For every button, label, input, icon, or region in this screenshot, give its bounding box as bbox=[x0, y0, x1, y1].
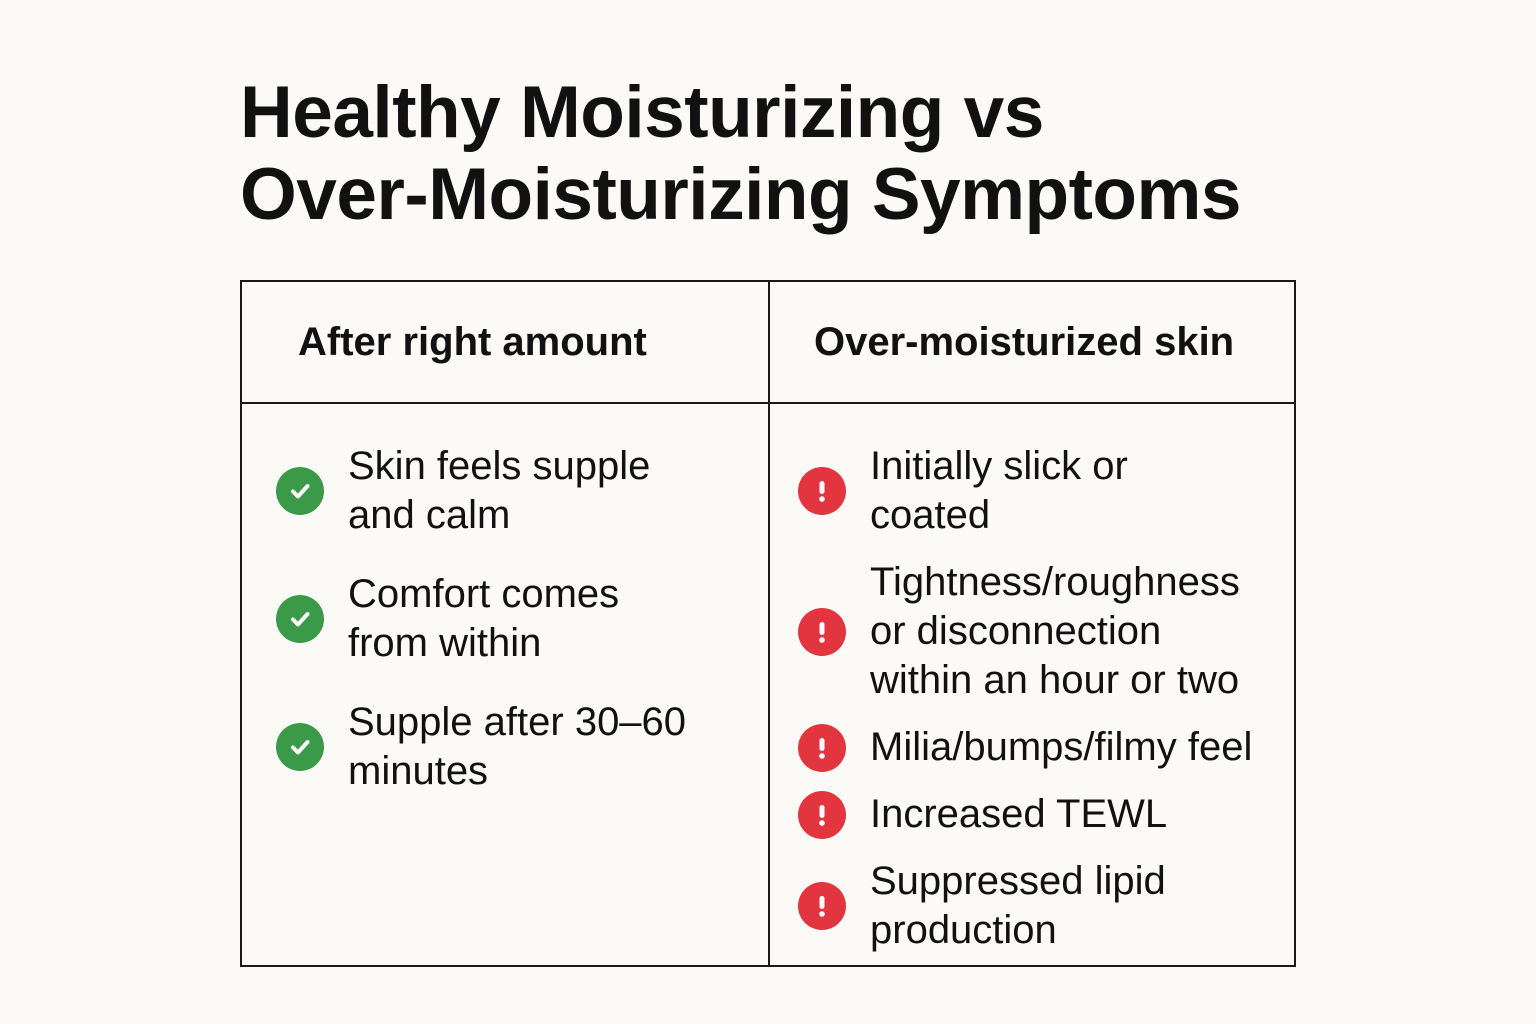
healthy-symptoms-list: Skin feels supple and calm Comfort comes… bbox=[276, 442, 746, 826]
title-line-2: Over-Moisturizing Symptoms bbox=[240, 154, 1242, 235]
over-moisturized-symptoms-list: Initially slick or coated Tightness/roug… bbox=[798, 442, 1288, 973]
list-item: Increased TEWL bbox=[798, 790, 1288, 839]
header-right-amount: After right amount bbox=[298, 320, 647, 364]
column-divider bbox=[768, 282, 770, 965]
item-text: Suppressed lipid production bbox=[870, 859, 1166, 952]
check-circle-icon bbox=[276, 723, 324, 771]
title-line-1: Healthy Moisturizing vs bbox=[240, 72, 1044, 153]
item-text: Milia/bumps/filmy feel bbox=[870, 725, 1253, 769]
check-circle-icon bbox=[276, 595, 324, 643]
list-item: Supple after 30–60 minutes bbox=[276, 698, 746, 796]
check-circle-icon bbox=[276, 467, 324, 515]
page-title: Healthy Moisturizing vs Over-Moisturizin… bbox=[240, 72, 1440, 236]
list-item: Suppressed lipid production bbox=[798, 857, 1288, 955]
list-item: Comfort comes from within bbox=[276, 570, 746, 668]
list-item: Milia/bumps/filmy feel bbox=[798, 723, 1288, 772]
exclamation-circle-icon bbox=[798, 723, 846, 772]
exclamation-circle-icon bbox=[798, 882, 846, 930]
item-text: Tightness/roughness or disconnection wit… bbox=[870, 560, 1240, 702]
exclamation-circle-icon bbox=[798, 790, 846, 839]
exclamation-circle-icon bbox=[798, 467, 846, 515]
header-over-moisturized: Over-moisturized skin bbox=[814, 320, 1235, 364]
item-text: Increased TEWL bbox=[870, 792, 1168, 836]
list-item: Skin feels supple and calm bbox=[276, 442, 746, 540]
item-text: Supple after 30–60 minutes bbox=[348, 700, 687, 793]
comparison-table: After right amount Over-moisturized skin… bbox=[240, 280, 1296, 967]
item-text: Skin feels supple and calm bbox=[348, 444, 651, 537]
list-item: Tightness/roughness or disconnection wit… bbox=[798, 558, 1288, 705]
item-text: Initially slick or coated bbox=[870, 444, 1128, 537]
item-text: Comfort comes from within bbox=[348, 572, 620, 665]
list-item: Initially slick or coated bbox=[798, 442, 1288, 540]
exclamation-circle-icon bbox=[798, 607, 846, 656]
header-divider bbox=[242, 402, 1294, 404]
